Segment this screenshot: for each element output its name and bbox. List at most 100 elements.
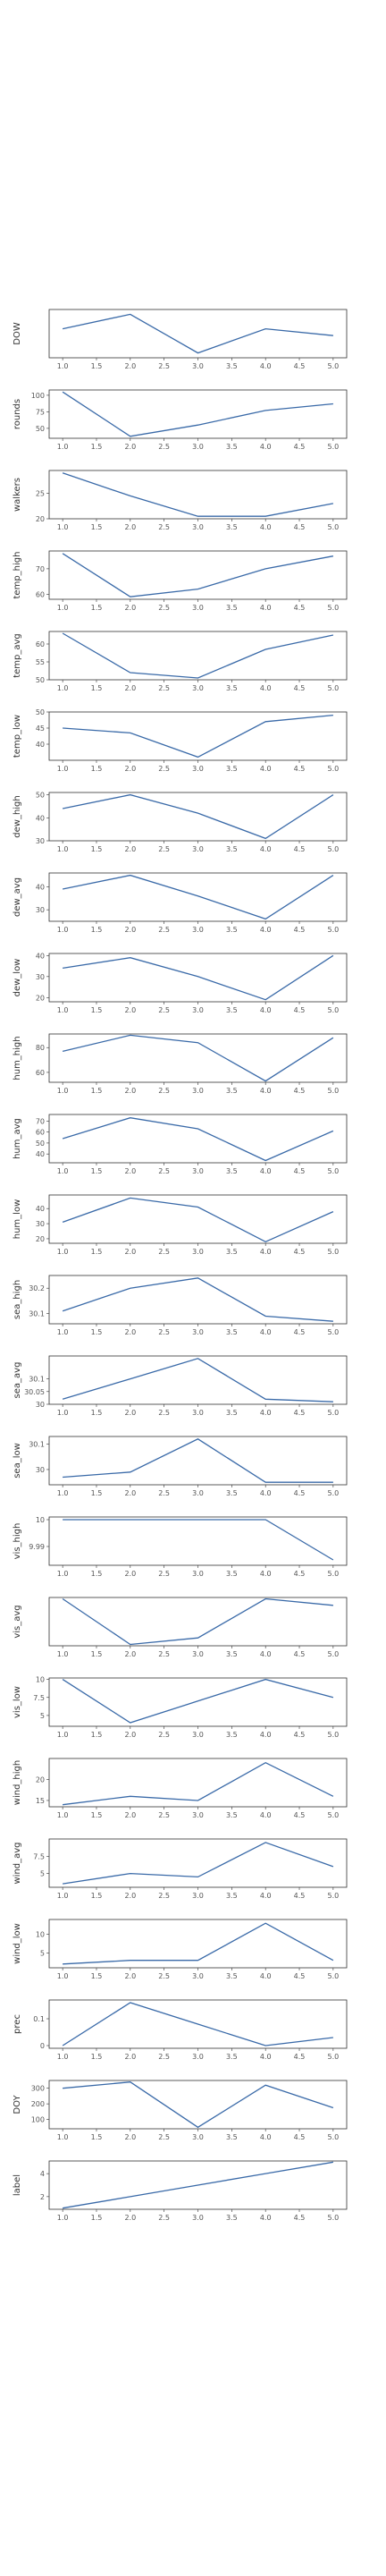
xtick-label: 2.5: [158, 1248, 170, 1256]
xtick-label: 5.0: [327, 2053, 339, 2061]
xtick-label: 5.0: [327, 1167, 339, 1175]
ytick-label: 40: [36, 1150, 45, 1158]
xtick-label: 2.5: [158, 1972, 170, 1980]
xtick-label: 4.0: [260, 926, 272, 934]
xtick-label: 1.0: [57, 845, 69, 853]
xtick-label: 5.0: [327, 443, 339, 451]
xtick-label: 4.5: [294, 845, 306, 853]
xtick-label: 5.0: [327, 1570, 339, 1578]
series-line-walkers: [62, 472, 334, 517]
xtick-label: 3.5: [226, 523, 238, 531]
xtick-label: 4.0: [260, 2214, 272, 2222]
ylabel-dew_avg: dew_avg: [13, 877, 22, 917]
series-line-temp_avg: [62, 632, 334, 679]
ytick-label: 20: [36, 1235, 45, 1243]
ytick-label: 30.05: [24, 1388, 45, 1396]
xtick-label: 3.0: [192, 1409, 204, 1417]
xtick-label: 1.0: [57, 926, 69, 934]
series-line-rounds: [62, 391, 333, 437]
ytick-label: 9.99: [29, 1543, 45, 1551]
xtick-label: 5.0: [327, 926, 339, 934]
series-line-vis_high: [63, 1519, 334, 1561]
xtick-label: 1.0: [57, 1972, 69, 1980]
xtick-label: 4.0: [260, 1892, 272, 1900]
xtick-label: 2.5: [158, 2133, 170, 2141]
xtick-label: 4.0: [260, 1248, 272, 1256]
xtick-label: 1.0: [57, 1650, 69, 1658]
ylabel-temp_avg: temp_avg: [13, 633, 22, 678]
ytick-label: 40: [36, 1205, 45, 1213]
panel-frame-DOW: [48, 309, 348, 359]
xtick-label: 4.5: [294, 1892, 306, 1900]
ylabel-temp_low: temp_low: [13, 715, 22, 758]
xtick-label: 4.5: [294, 604, 306, 612]
xtick-label: 4.0: [260, 765, 272, 773]
xtick-label: 2.0: [124, 1087, 136, 1095]
xtick-label: 2.0: [124, 1248, 136, 1256]
xtick-label: 1.0: [57, 362, 69, 370]
xtick-label: 4.5: [294, 926, 306, 934]
xtick-label: 1.5: [91, 523, 103, 531]
ylabel-walkers: walkers: [13, 478, 22, 512]
xtick-label: 1.5: [91, 1489, 103, 1497]
ytick-label: 50: [36, 425, 45, 433]
ytick-label: 10: [36, 1931, 45, 1939]
xtick-label: 3.0: [192, 1006, 204, 1014]
xtick-label: 1.5: [91, 1006, 103, 1014]
xtick-label: 2.5: [158, 2053, 170, 2061]
xtick-label: 3.5: [226, 845, 238, 853]
xtick-label: 4.0: [260, 362, 272, 370]
xtick-label: 4.0: [260, 1087, 272, 1095]
xtick-label: 1.0: [57, 1570, 69, 1578]
panel-frame-wind_high: [48, 1758, 348, 1808]
xtick-label: 3.0: [192, 2214, 204, 2222]
xtick-label: 1.5: [91, 604, 103, 612]
xtick-label: 2.0: [124, 1650, 136, 1658]
xtick-label: 4.0: [260, 845, 272, 853]
panel-frame-sea_avg: [48, 1355, 348, 1405]
ytick-label: 55: [36, 658, 45, 666]
xtick-label: 3.5: [226, 1248, 238, 1256]
xtick-label: 3.0: [192, 1811, 204, 1819]
xtick-label: 2.5: [158, 523, 170, 531]
xtick-label: 3.5: [226, 2053, 238, 2061]
xtick-label: 3.5: [226, 1972, 238, 1980]
xtick-label: 1.0: [57, 1248, 69, 1256]
panel-frame-walkers: [48, 470, 348, 520]
xtick-label: 1.5: [91, 1570, 103, 1578]
panel-frame-temp_high: [48, 550, 348, 600]
xtick-label: 5.0: [327, 2133, 339, 2141]
xtick-label: 3.0: [192, 1731, 204, 1739]
xtick-label: 1.0: [57, 765, 69, 773]
xtick-label: 5.0: [327, 1328, 339, 1336]
ytick-label: 20: [36, 515, 45, 523]
series-line-wind_high: [63, 1761, 334, 1806]
panel-frame-vis_avg: [48, 1597, 348, 1647]
xtick-label: 3.0: [192, 604, 204, 612]
xtick-label: 1.5: [91, 362, 103, 370]
xtick-label: 3.5: [226, 1167, 238, 1175]
ytick-label: 60: [36, 640, 45, 648]
panel-frame-temp_low: [48, 711, 348, 761]
ytick-label: 60: [36, 1069, 45, 1077]
ytick-label: 70: [36, 1117, 45, 1125]
ytick-label: 30: [36, 837, 45, 845]
xtick-label: 3.5: [226, 604, 238, 612]
ytick-label: 30.1: [29, 1310, 45, 1318]
xtick-label: 3.5: [226, 926, 238, 934]
xtick-label: 3.0: [192, 523, 204, 531]
xtick-label: 5.0: [327, 1650, 339, 1658]
xtick-label: 5.0: [327, 1087, 339, 1095]
xtick-label: 1.0: [57, 1087, 69, 1095]
xtick-label: 2.0: [124, 1570, 136, 1578]
xtick-label: 1.5: [91, 2053, 103, 2061]
ytick-label: 50: [36, 1140, 45, 1148]
xtick-label: 3.5: [226, 1409, 238, 1417]
panel-frame-dew_high: [48, 792, 348, 842]
xtick-label: 5.0: [327, 845, 339, 853]
ytick-label: 75: [36, 408, 45, 416]
xtick-label: 4.5: [294, 1409, 306, 1417]
panel-frame-sea_low: [48, 1436, 348, 1486]
xtick-label: 4.5: [294, 1087, 306, 1095]
xtick-label: 5.0: [327, 523, 339, 531]
